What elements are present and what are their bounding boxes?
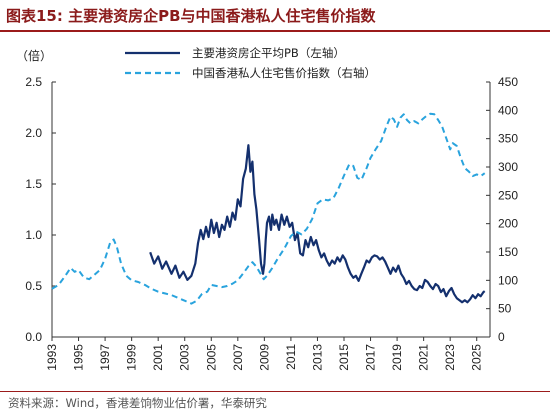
x-tick-label: 2001 (151, 344, 165, 371)
x-tick-label: 2013 (310, 344, 324, 371)
x-tick-label: 1995 (72, 344, 86, 371)
right-tick-label: 0 (498, 330, 505, 344)
x-tick-label: 2011 (284, 344, 298, 370)
x-tick-label: 2003 (178, 344, 192, 371)
x-tick-label: 2023 (443, 344, 457, 371)
legend: 主要港资房企平均PB（左轴） 中国香港私人住宅售价指数（右轴） (125, 46, 376, 80)
right-tick-label: 150 (498, 245, 518, 259)
left-tick-label: 0.0 (25, 330, 42, 344)
right-tick-label: 250 (498, 188, 518, 202)
x-tick-label: 2015 (337, 344, 351, 371)
source-rule (0, 391, 550, 392)
right-tick-label: 350 (498, 132, 518, 146)
right-tick-label: 300 (498, 160, 518, 174)
right-tick-label: 400 (498, 103, 518, 117)
left-tick-label: 2.5 (25, 75, 42, 89)
left-tick-label: 0.5 (25, 279, 42, 293)
axes-layer: （倍） 0.0 0.5 1.0 1.5 2.0 2.5 0 50 100 150 200 250 300 3… (16, 48, 518, 371)
x-tick-label: 2025 (470, 344, 484, 371)
left-axis-unit: （倍） (16, 48, 52, 63)
series-line-left (149, 144, 486, 304)
x-tick-label: 2009 (257, 344, 271, 371)
legend-label-left: 主要港资房企平均PB（左轴） (192, 46, 345, 60)
right-tick-label: 200 (498, 217, 518, 231)
source-note: 资料来源：Wind，香港差饷物业估价署，华泰研究 (8, 396, 267, 410)
x-tick-label: 2007 (231, 344, 245, 371)
series-line-right (51, 112, 486, 305)
x-tick-label: 1999 (125, 344, 139, 371)
figure-title: 图表15: 主要港资房企PB与中国香港私人住宅售价指数 (6, 7, 376, 25)
x-tick-label: 1997 (98, 344, 112, 371)
left-tick-label: 2.0 (25, 126, 42, 140)
left-tick-label: 1.5 (25, 177, 42, 191)
legend-label-right: 中国香港私人住宅售价指数（右轴） (192, 66, 376, 80)
x-tick-label: 1993 (45, 344, 59, 371)
x-tick-label: 2019 (390, 344, 404, 371)
x-tick-label: 2021 (417, 344, 431, 371)
title-rule (0, 30, 550, 32)
x-tick-label: 2005 (204, 344, 218, 371)
right-tick-label: 450 (498, 75, 518, 89)
x-tick-label: 2017 (364, 344, 378, 371)
left-tick-label: 1.0 (25, 228, 42, 242)
right-tick-label: 50 (498, 302, 512, 316)
right-tick-label: 100 (498, 273, 518, 287)
series-layer (51, 112, 486, 305)
